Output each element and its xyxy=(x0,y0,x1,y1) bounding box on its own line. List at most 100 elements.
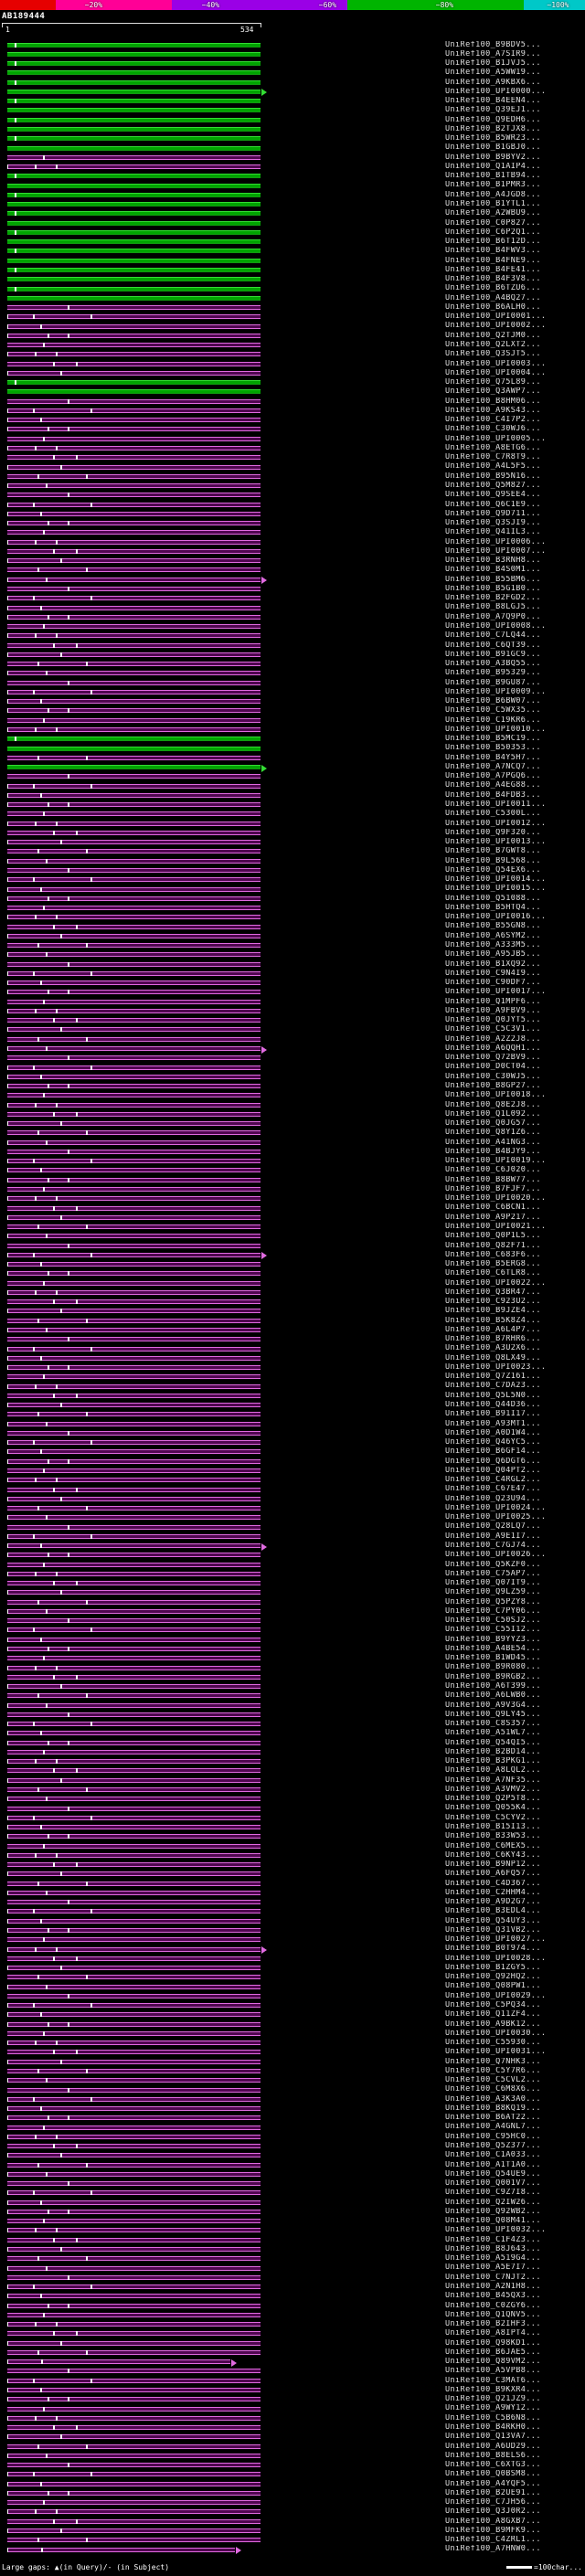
hit-label[interactable]: UniRef100_B91GC9... xyxy=(445,650,541,659)
hit-label[interactable]: UniRef100_Q46YC5... xyxy=(445,1438,541,1447)
hit-row[interactable]: UniRef100_Q46YC5... xyxy=(0,1438,585,1447)
hit-row[interactable]: UniRef100_Q1L092... xyxy=(0,1109,585,1118)
hit-bar[interactable] xyxy=(7,726,261,732)
hit-bar[interactable] xyxy=(7,1055,261,1061)
hit-bar[interactable] xyxy=(7,1102,261,1108)
hit-row[interactable]: UniRef100_B5G1B0... xyxy=(0,584,585,593)
hit-row[interactable]: UniRef100_B1XQ92... xyxy=(0,959,585,969)
hit-row[interactable]: UniRef100_Q055K4... xyxy=(0,1804,585,1813)
hit-label[interactable]: UniRef100_A0D1W4... xyxy=(445,1428,541,1437)
hit-bar[interactable] xyxy=(7,614,261,620)
hit-label[interactable]: UniRef100_B9BYV2... xyxy=(445,153,541,162)
hit-row[interactable]: UniRef100_Q9D711... xyxy=(0,509,585,518)
hit-label[interactable]: UniRef100_A9WY12... xyxy=(445,2404,541,2413)
hit-label[interactable]: UniRef100_C4I7P2... xyxy=(445,416,541,425)
hit-label[interactable]: UniRef100_Q8Y1Z6... xyxy=(445,1129,541,1138)
hit-label[interactable]: UniRef100_Q98KD1... xyxy=(445,2338,541,2348)
hit-label[interactable]: UniRef100_Q3AWP7... xyxy=(445,387,541,397)
hit-bar[interactable] xyxy=(7,1074,261,1079)
hit-bar[interactable] xyxy=(7,970,261,976)
hit-row[interactable]: UniRef100_Q9LY45... xyxy=(0,1710,585,1719)
hit-bar[interactable] xyxy=(7,2190,261,2196)
hit-label[interactable]: UniRef100_A7Q9P0... xyxy=(445,612,541,621)
hit-row[interactable]: UniRef100_A2Z2J8... xyxy=(0,1034,585,1044)
hit-row[interactable]: UniRef100_A5WW19... xyxy=(0,69,585,78)
hit-label[interactable]: UniRef100_C6XTG3... xyxy=(445,2461,541,2470)
hit-label[interactable]: UniRef100_Q3J0R2... xyxy=(445,2507,541,2517)
hit-bar[interactable] xyxy=(7,886,261,892)
hit-label[interactable]: UniRef100_UPI0002... xyxy=(445,322,547,331)
hit-row[interactable]: UniRef100_C4RGL2... xyxy=(0,1476,585,1485)
hit-label[interactable]: UniRef100_Q7NHK3... xyxy=(445,2057,541,2066)
hit-bar[interactable] xyxy=(7,577,267,585)
hit-bar[interactable] xyxy=(7,840,261,845)
hit-bar[interactable] xyxy=(7,2162,261,2168)
hit-label[interactable]: UniRef100_Q8E2J8... xyxy=(445,1100,541,1109)
hit-row[interactable]: UniRef100_A4BE54... xyxy=(0,1644,585,1653)
hit-row[interactable]: UniRef100_Q5PZY8... xyxy=(0,1597,585,1606)
hit-row[interactable]: UniRef100_Q6C1E9... xyxy=(0,500,585,509)
hit-bar[interactable] xyxy=(7,164,261,170)
hit-label[interactable]: UniRef100_B8GP27... xyxy=(445,1081,541,1090)
hit-row[interactable]: UniRef100_C6QT39... xyxy=(0,641,585,650)
hit-row[interactable]: UniRef100_B1WD45... xyxy=(0,1654,585,1663)
hit-label[interactable]: UniRef100_Q2LXT2... xyxy=(445,341,541,349)
hit-row[interactable]: UniRef100_Q8E2J8... xyxy=(0,1100,585,1109)
hit-bar[interactable] xyxy=(7,1542,267,1551)
hit-label[interactable]: UniRef100_B6JAE5... xyxy=(445,2348,541,2357)
hit-row[interactable]: UniRef100_A9FBV9... xyxy=(0,1006,585,1015)
hit-row[interactable]: UniRef100_A3U2X6... xyxy=(0,1344,585,1353)
hit-bar[interactable] xyxy=(7,2012,261,2018)
hit-label[interactable]: UniRef100_B9MFK9... xyxy=(445,2526,541,2535)
hit-label[interactable]: UniRef100_B6GF14... xyxy=(445,1447,541,1457)
hit-label[interactable]: UniRef100_A4BQ27... xyxy=(445,293,541,302)
hit-row[interactable]: UniRef100_Q3J0R2... xyxy=(0,2507,585,2517)
hit-bar[interactable] xyxy=(7,493,261,498)
hit-row[interactable]: UniRef100_B2TJX8... xyxy=(0,124,585,133)
hit-bar[interactable] xyxy=(7,1881,261,1886)
hit-label[interactable]: UniRef100_UPI0008... xyxy=(445,621,547,631)
hit-row[interactable]: UniRef100_B9L568... xyxy=(0,856,585,865)
hit-bar[interactable] xyxy=(7,1871,261,1877)
hit-row[interactable]: UniRef100_UPI0020... xyxy=(0,1194,585,1203)
hit-bar[interactable] xyxy=(7,1121,261,1127)
hit-bar[interactable] xyxy=(7,2397,261,2402)
hit-label[interactable]: UniRef100_C6MEX5... xyxy=(445,1841,541,1850)
hit-bar[interactable] xyxy=(7,2153,261,2158)
hit-label[interactable]: UniRef100_Q39EJ1... xyxy=(445,106,541,115)
hit-row[interactable]: UniRef100_Q54UE9... xyxy=(0,2169,585,2178)
hit-label[interactable]: UniRef100_A6QQH1... xyxy=(445,1044,541,1053)
hit-row[interactable]: UniRef100_A8LQL2... xyxy=(0,1766,585,1776)
hit-bar[interactable] xyxy=(7,1393,261,1398)
hit-bar[interactable] xyxy=(7,1553,261,1558)
hit-bar[interactable] xyxy=(7,305,261,311)
hit-bar[interactable] xyxy=(7,108,261,113)
hit-bar[interactable] xyxy=(7,1712,261,1717)
hit-bar[interactable] xyxy=(7,1647,261,1652)
hit-row[interactable]: UniRef100_A3BQ55... xyxy=(0,660,585,669)
hit-label[interactable]: UniRef100_Q44D36... xyxy=(445,1401,541,1410)
hit-row[interactable]: UniRef100_B6JAE5... xyxy=(0,2348,585,2357)
hit-row[interactable]: UniRef100_Q0JG57... xyxy=(0,1119,585,1129)
hit-bar[interactable] xyxy=(7,605,261,610)
hit-row[interactable]: UniRef100_UPI0019... xyxy=(0,1157,585,1166)
hit-label[interactable]: UniRef100_B7GWT8... xyxy=(445,847,541,856)
hit-label[interactable]: UniRef100_B4Y5H7... xyxy=(445,753,541,762)
hit-row[interactable]: UniRef100_A4GNL7... xyxy=(0,2123,585,2132)
hit-bar[interactable] xyxy=(7,277,261,282)
hit-label[interactable]: UniRef100_C0ZGY6... xyxy=(445,2301,541,2310)
hit-row[interactable]: UniRef100_B1PMR3... xyxy=(0,181,585,190)
hit-label[interactable]: UniRef100_Q2P5T8... xyxy=(445,1795,541,1804)
hit-bar[interactable] xyxy=(7,1214,261,1220)
hit-row[interactable]: UniRef100_UPI0013... xyxy=(0,838,585,847)
hit-row[interactable]: UniRef100_C5300L... xyxy=(0,810,585,819)
hit-label[interactable]: UniRef100_B4FE41... xyxy=(445,265,541,274)
hit-row[interactable]: UniRef100_UPI0025... xyxy=(0,1513,585,1522)
hit-row[interactable]: UniRef100_A6T399... xyxy=(0,1681,585,1691)
hit-bar[interactable] xyxy=(7,352,261,357)
hit-bar[interactable] xyxy=(7,1036,261,1042)
hit-bar[interactable] xyxy=(7,408,261,413)
hit-bar[interactable] xyxy=(7,1140,261,1145)
hit-label[interactable]: UniRef100_B4FDB3... xyxy=(445,790,541,800)
hit-row[interactable]: UniRef100_B4FNE9... xyxy=(0,256,585,265)
